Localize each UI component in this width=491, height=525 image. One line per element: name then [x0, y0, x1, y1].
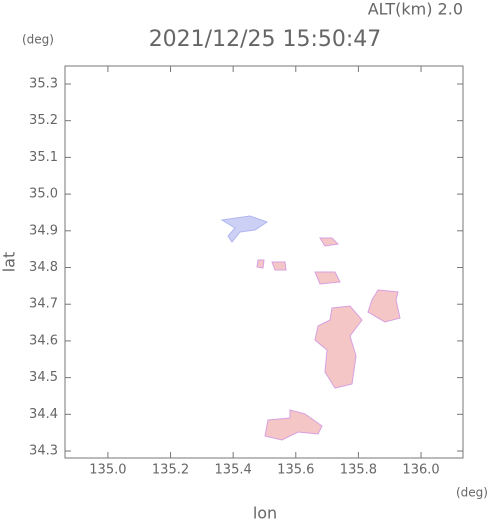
subtitle: ALT(km) 2.0 — [368, 0, 463, 19]
y-tick-label: 35.3 — [29, 76, 58, 91]
x-unit: (deg) — [456, 486, 488, 500]
x-tick-label: 136.0 — [402, 463, 439, 478]
echo — [367, 289, 401, 323]
y-tick-label: 34.5 — [29, 370, 58, 385]
x-tick-label: 135.8 — [340, 463, 377, 478]
echo — [314, 271, 341, 285]
y-tick-label: 35.1 — [29, 150, 58, 165]
echo-blue — [220, 215, 269, 243]
plot-frame — [64, 65, 464, 459]
x-axis-label: lon — [253, 504, 277, 522]
echo — [271, 261, 287, 271]
echoes — [220, 215, 401, 441]
echo — [314, 305, 363, 389]
y-tick-label: 34.8 — [29, 260, 58, 275]
y-tick-label: 34.7 — [29, 297, 58, 312]
y-tick-label: 35.0 — [29, 187, 58, 202]
y-tick-label: 35.2 — [29, 113, 58, 128]
y-axis-label: lat — [0, 252, 19, 273]
chart-title: 2021/12/25 15:50:47 — [149, 27, 382, 52]
x-tick-label: 135.6 — [277, 463, 314, 478]
x-tick-label: 135.0 — [89, 463, 126, 478]
y-unit: (deg) — [22, 33, 54, 47]
echo — [264, 409, 323, 441]
x-tick-label: 135.2 — [152, 463, 189, 478]
x-tick-label: 135.4 — [215, 463, 252, 478]
echo — [319, 237, 340, 247]
y-tick-label: 34.6 — [29, 333, 58, 348]
y-tick-label: 34.4 — [29, 407, 58, 422]
y-tick-label: 34.3 — [29, 444, 58, 459]
y-tick-label: 34.9 — [29, 223, 58, 238]
echo — [256, 259, 265, 269]
